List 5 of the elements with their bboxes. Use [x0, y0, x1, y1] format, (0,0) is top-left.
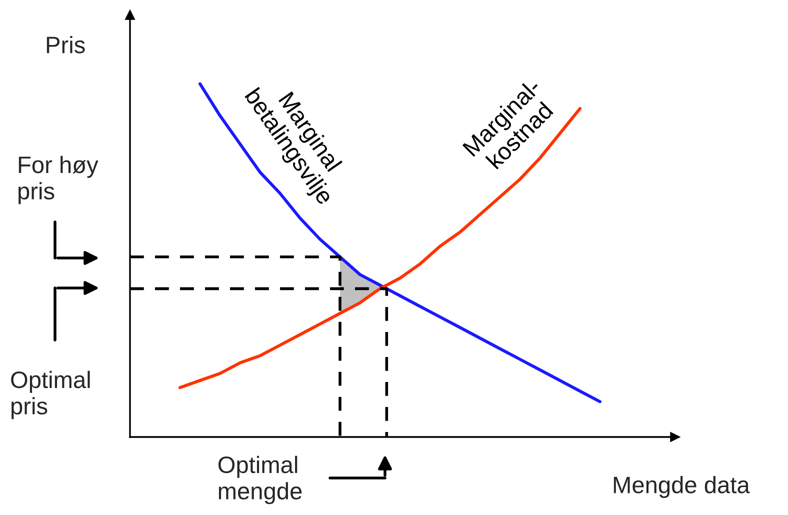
y-axis-title: Pris [46, 36, 85, 54]
x-axis-title: Mengde data [614, 476, 750, 498]
text: Optimal mengde [218, 456, 302, 504]
text: For høy pris [18, 156, 98, 204]
text: Optimal pris [11, 370, 90, 420]
